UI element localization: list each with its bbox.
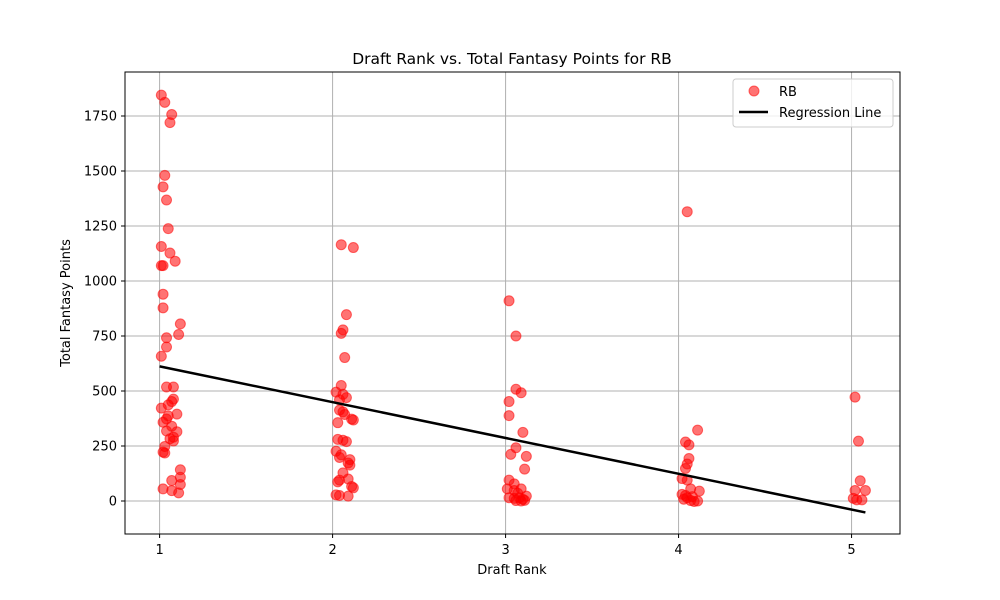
rb-point — [519, 494, 531, 506]
x-tick-label: 5 — [847, 543, 855, 558]
regression-line-layer — [159, 365, 866, 514]
y-tick-label: 0 — [109, 495, 117, 510]
rb-point — [681, 206, 693, 218]
legend-label-rb: RB — [779, 85, 797, 100]
y-tick-label: 1000 — [84, 275, 117, 290]
y-tick-label: 1750 — [84, 110, 117, 125]
axes-frame — [124, 71, 901, 535]
rb-point — [339, 352, 351, 364]
x-tick-label: 4 — [674, 543, 682, 558]
chart-title: Draft Rank vs. Total Fantasy Points for … — [352, 50, 672, 68]
rb-point — [164, 247, 176, 259]
rb-point — [520, 450, 532, 462]
rb-point — [683, 439, 695, 451]
rb-point — [347, 242, 359, 254]
rb-point — [340, 436, 352, 448]
rb-point — [519, 463, 531, 475]
rb-point — [692, 424, 704, 436]
rb-point — [856, 494, 868, 506]
rb-point — [679, 462, 691, 474]
rb-point — [173, 487, 185, 499]
rb-point — [155, 350, 167, 362]
rb-point — [157, 302, 169, 314]
rb-point — [164, 117, 176, 129]
rb-point — [167, 381, 179, 393]
rb-point — [174, 318, 186, 330]
x-tick-label: 2 — [328, 543, 336, 558]
rb-point — [169, 255, 181, 267]
rb-point — [335, 327, 347, 339]
rb-point — [162, 223, 174, 235]
y-tick-label: 500 — [92, 385, 117, 400]
rb-point — [515, 387, 527, 399]
legend: RB Regression Line — [732, 78, 894, 128]
axis-ticks: 1 2 3 4 5 0 250 500 750 1000 1250 1500 1750 — [84, 110, 856, 559]
rb-point — [510, 330, 522, 342]
rb-point — [692, 495, 704, 507]
rb-point — [334, 451, 346, 463]
rb-point — [859, 484, 871, 496]
rb-point — [159, 96, 171, 108]
rb-point — [347, 482, 359, 494]
rb-point — [342, 490, 354, 502]
rb-point — [347, 414, 359, 426]
y-axis-label: Total Fantasy Points — [59, 239, 74, 368]
rb-point — [155, 402, 167, 414]
rb-point — [157, 181, 169, 193]
rb-point — [854, 475, 866, 487]
rb-point — [332, 476, 344, 488]
y-tick-label: 250 — [92, 440, 117, 455]
legend-label-regression: Regression Line — [779, 106, 881, 121]
legend-marker-rb — [748, 85, 760, 97]
x-tick-label: 3 — [501, 543, 509, 558]
rb-point — [340, 309, 352, 321]
rb-point — [517, 426, 529, 438]
rb-point — [503, 410, 515, 422]
rb-point — [167, 435, 179, 447]
x-axis-label: Draft Rank — [477, 563, 547, 578]
rb-point — [852, 435, 864, 447]
rb-point — [161, 341, 173, 353]
rb-point — [503, 396, 515, 408]
legend-box — [732, 78, 894, 128]
rb-point — [505, 448, 517, 460]
rb-point — [159, 447, 171, 459]
rb-point — [161, 194, 173, 206]
rb-point — [157, 260, 169, 272]
regression-line — [159, 365, 866, 514]
rb-point — [849, 391, 861, 403]
rb-point — [159, 169, 171, 181]
y-tick-label: 750 — [92, 330, 117, 345]
rb-point — [157, 288, 169, 300]
rb-point — [173, 328, 185, 340]
rb-point — [161, 332, 173, 344]
y-tick-label: 1250 — [84, 220, 117, 235]
scatter-points — [155, 89, 871, 507]
rb-point — [332, 417, 344, 429]
y-tick-label: 1500 — [84, 165, 117, 180]
rb-point — [344, 459, 356, 471]
rb-point — [503, 295, 515, 307]
rb-point — [155, 240, 167, 252]
rb-point — [335, 239, 347, 251]
x-tick-label: 1 — [155, 543, 163, 558]
